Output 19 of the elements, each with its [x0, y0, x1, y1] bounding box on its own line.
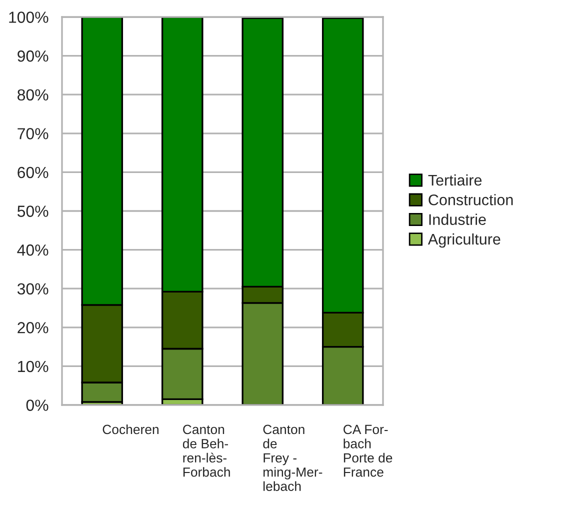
legend-label: Construction [428, 194, 513, 206]
x-tick-label: CA For- bach Porte de France [344, 424, 392, 477]
y-tick-label: 10% [18, 360, 48, 372]
y-tick-label: 40% [17, 244, 48, 256]
y-tick-label: 70% [18, 128, 48, 140]
legend-label: Tertiaire [428, 174, 482, 186]
legend-label: Agriculture [428, 233, 500, 248]
y-tick-label: 90% [18, 50, 48, 62]
y-tick-label: 20% [18, 322, 48, 334]
y-tick-label: 60% [18, 166, 48, 178]
x-tick-label: Canton de Frey - ming-Mer- lebach [263, 424, 322, 491]
y-tick-label: 100% [9, 12, 48, 23]
x-tick-label: Cocheren [102, 424, 158, 434]
y-tick-label: 50% [17, 206, 48, 217]
x-tick-label: Canton de Beh- ren-lès- Forbach [182, 424, 230, 477]
legend-label: Industrie [429, 214, 486, 225]
y-tick-label: 0% [26, 400, 48, 411]
y-tick-label: 80% [18, 89, 48, 101]
y-tick-label: 30% [17, 283, 48, 295]
